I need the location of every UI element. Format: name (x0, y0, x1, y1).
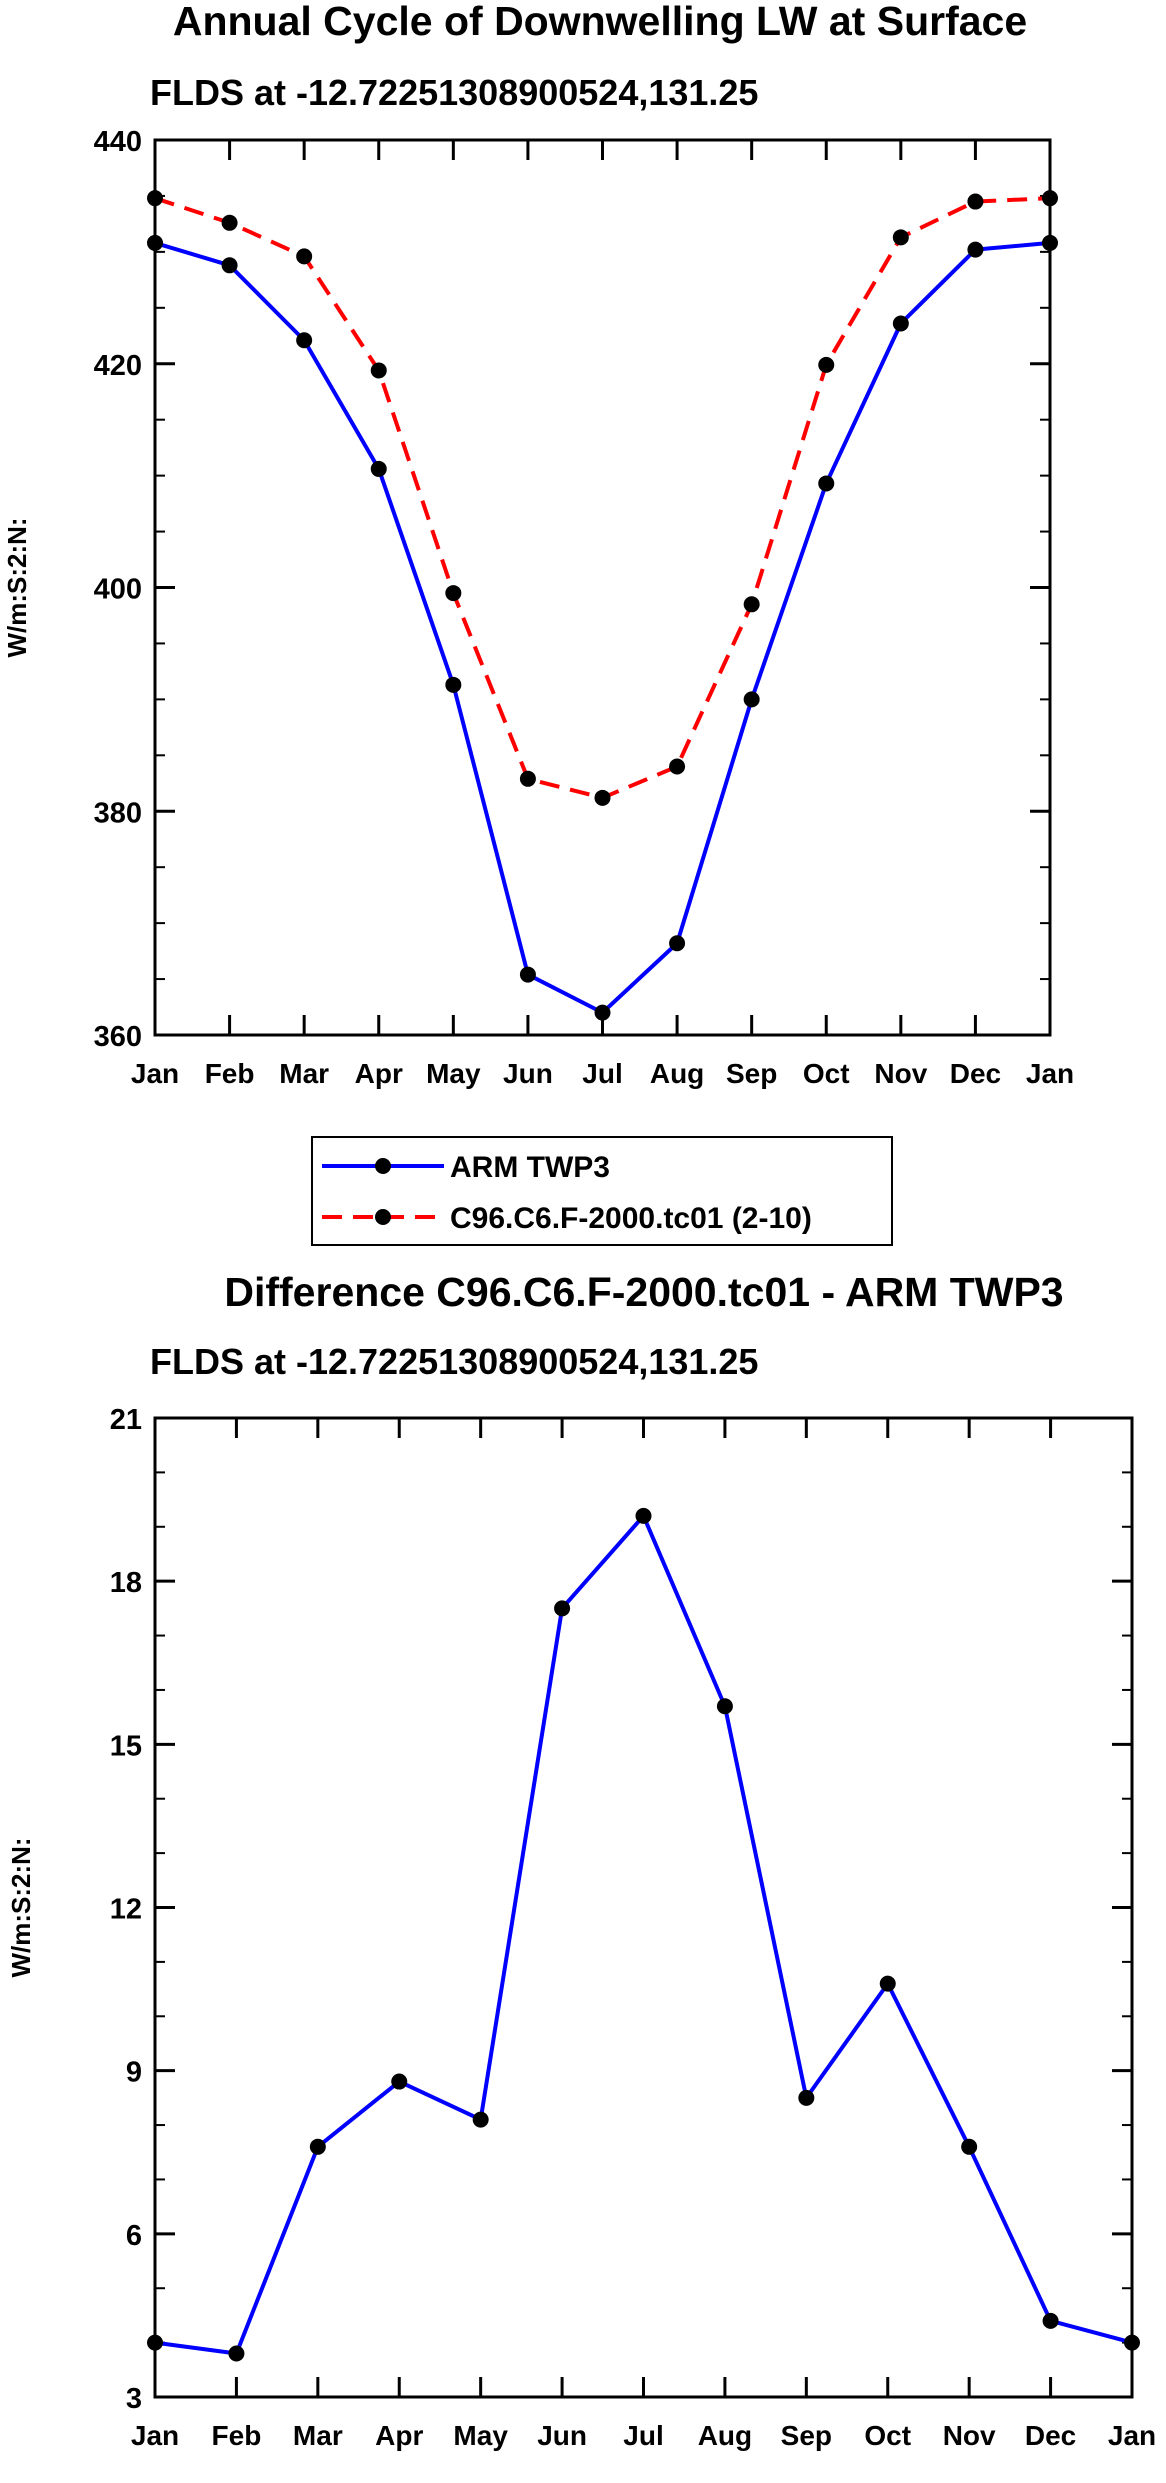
x-tick-label: Feb (205, 1058, 255, 1089)
y-axis-label: W/m:S:2:N: (6, 1837, 36, 1977)
data-point (519, 770, 536, 787)
data-point (967, 241, 984, 258)
data-point (228, 2345, 245, 2362)
y-tick-label: 420 (94, 350, 142, 382)
data-point (669, 935, 686, 952)
chart-subtitle: FLDS at -12.72251308900524,131.25 (150, 1341, 758, 1382)
y-tick-label: 15 (110, 1730, 142, 1762)
chart-title: Difference C96.C6.F-2000.tc01 - ARM TWP3 (224, 1269, 1063, 1315)
y-tick-label: 380 (94, 797, 142, 829)
x-tick-label: Jan (1108, 2420, 1156, 2451)
data-point (892, 315, 909, 332)
legend-box (311, 1136, 893, 1246)
legend: ARM TWP3 C96.C6.F-2000.tc01 (2-10) (311, 1136, 893, 1246)
x-tick-label: Nov (943, 2420, 996, 2451)
x-tick-label: Jul (623, 2420, 663, 2451)
data-point (445, 585, 462, 602)
x-tick-label: Nov (874, 1058, 927, 1089)
x-tick-label: Dec (1025, 2420, 1076, 2451)
x-tick-label: Dec (950, 1058, 1001, 1089)
y-tick-label: 6 (126, 2220, 142, 2252)
data-point (370, 460, 387, 477)
data-point (635, 1507, 652, 1524)
x-tick-label: Aug (698, 2420, 752, 2451)
y-tick-label: 9 (126, 2057, 142, 2089)
data-point (296, 248, 313, 265)
data-point (147, 234, 163, 251)
x-tick-label: Sep (726, 1058, 777, 1089)
data-point (743, 596, 760, 613)
y-tick-label: 3 (126, 2383, 142, 2415)
series-line-1 (154, 1513, 1133, 2356)
x-tick-label: Mar (293, 2420, 343, 2451)
data-point (554, 1600, 571, 1617)
data-point (445, 676, 462, 693)
x-tick-label: Sep (781, 2420, 832, 2451)
data-point (147, 190, 163, 207)
data-point (961, 2138, 978, 2155)
x-tick-label: May (453, 2420, 508, 2451)
data-point (296, 332, 313, 349)
data-point (221, 257, 238, 274)
y-axis-label: W/m:S:2:N: (2, 517, 32, 657)
data-point (1042, 190, 1058, 207)
x-tick-label: May (426, 1058, 481, 1089)
series-line-2 (154, 196, 1051, 800)
y-tick-label: 21 (110, 1404, 142, 1436)
data-point (967, 193, 984, 210)
data-point (519, 966, 536, 983)
data-point (892, 229, 909, 246)
legend-marker (375, 1158, 391, 1174)
data-point (818, 475, 835, 492)
x-tick-label: Jan (131, 1058, 179, 1089)
series-line-1 (154, 240, 1051, 1015)
data-point (1124, 2334, 1140, 2351)
data-point (1042, 2312, 1059, 2329)
x-tick-label: Jun (537, 2420, 587, 2451)
y-tick-label: 12 (110, 1894, 142, 1926)
data-point (221, 214, 238, 231)
data-point (309, 2138, 326, 2155)
x-tick-label: Apr (355, 1058, 403, 1089)
y-tick-label: 400 (94, 574, 142, 606)
y-tick-label: 18 (110, 1567, 142, 1599)
x-tick-label: Feb (212, 2420, 262, 2451)
legend-label: C96.C6.F-2000.tc01 (2-10) (450, 1202, 812, 1235)
plot-frame (153, 138, 1052, 1037)
x-tick-label: Oct (864, 2420, 911, 2451)
x-tick-label: Jan (131, 2420, 179, 2451)
plot-frame (153, 1416, 1134, 2399)
data-point (594, 789, 611, 806)
data-point (147, 2334, 163, 2351)
data-point (1042, 234, 1058, 251)
data-point (472, 2111, 489, 2128)
x-tick-label: Jul (582, 1058, 622, 1089)
chart-title: Annual Cycle of Downwelling LW at Surfac… (173, 0, 1027, 44)
x-tick-label: Aug (650, 1058, 704, 1089)
legend-marker (375, 1209, 391, 1225)
x-tick-label: Jan (1026, 1058, 1074, 1089)
data-point (370, 362, 387, 379)
data-point (716, 1698, 733, 1715)
data-point (798, 2089, 815, 2106)
x-tick-label: Mar (279, 1058, 329, 1089)
data-point (594, 1004, 611, 1021)
data-point (743, 691, 760, 708)
legend-label: ARM TWP3 (450, 1151, 610, 1184)
x-tick-label: Apr (375, 2420, 423, 2451)
chart-1: Annual Cycle of Downwelling LW at Surfac… (2, 0, 1074, 1246)
y-tick-label: 440 (94, 126, 142, 158)
data-point (391, 2073, 408, 2090)
chart-2: Difference C96.C6.F-2000.tc01 - ARM TWP3… (6, 1269, 1156, 2451)
y-tick-label: 360 (94, 1021, 142, 1053)
data-point (818, 356, 835, 373)
x-tick-label: Jun (503, 1058, 553, 1089)
x-tick-label: Oct (803, 1058, 850, 1089)
data-point (669, 758, 686, 775)
data-point (879, 1975, 896, 1992)
chart-subtitle: FLDS at -12.72251308900524,131.25 (150, 72, 758, 113)
